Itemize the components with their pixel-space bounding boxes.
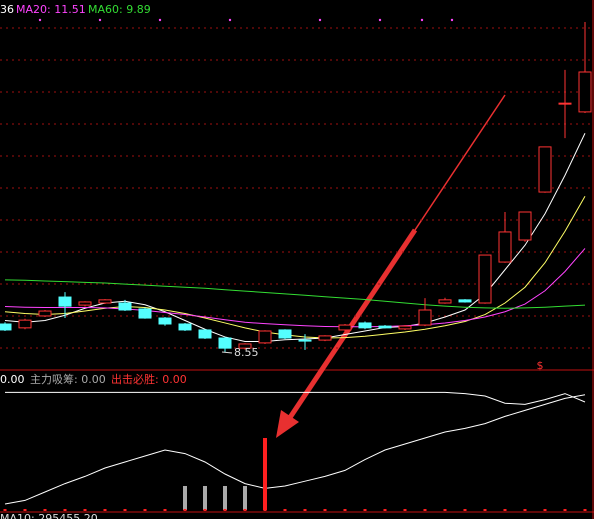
ma-line [4, 279, 586, 309]
signal-arrow [276, 94, 506, 438]
candle-body [438, 299, 452, 304]
low-pointer [221, 351, 233, 354]
baseline-dot [503, 509, 507, 511]
candle-body [258, 330, 272, 344]
candle-body [358, 322, 372, 329]
legend-entry: 36 [0, 3, 14, 16]
candle-body [0, 323, 12, 331]
marker-dot [228, 18, 232, 22]
legend-entry: MA60: 9.89 [88, 3, 151, 16]
candle-body [38, 310, 52, 317]
legend-entry: MA20: 11.51 [16, 3, 86, 16]
footer-text: MA10: 295455.20 [0, 512, 98, 519]
candle-body [78, 301, 92, 306]
baseline-dot [63, 509, 67, 511]
baseline-dot [3, 509, 7, 511]
indicator-bar [183, 486, 187, 510]
indicator-bar [263, 438, 267, 510]
ma-line [4, 196, 586, 339]
candle-body [218, 337, 232, 349]
candle-body [458, 299, 472, 303]
legend-entry: 出击必胜: 0.00 [111, 372, 187, 386]
candle-body [278, 329, 292, 339]
candle-body [118, 302, 132, 311]
baseline-dot [163, 509, 167, 511]
candle-body [178, 323, 192, 331]
candle-body [558, 102, 572, 105]
candle-body [498, 231, 512, 263]
baseline-dot [143, 509, 147, 511]
candle-body [578, 71, 592, 113]
baseline-dot [223, 509, 227, 511]
baseline-dot [483, 509, 487, 511]
marker-dot [318, 18, 322, 22]
marker-dot [98, 18, 102, 22]
candle-body [518, 211, 532, 241]
baseline-dot [83, 509, 87, 511]
baseline-dot [123, 509, 127, 511]
marker-dot [378, 18, 382, 22]
candle-body [98, 299, 112, 304]
baseline-dot [443, 509, 447, 511]
indicator-line [4, 394, 586, 505]
baseline-dot [203, 509, 207, 511]
ma-line [4, 248, 586, 328]
low-annotation: 8.55 [234, 346, 259, 359]
baseline-dot [463, 509, 467, 511]
candle-body [398, 325, 412, 330]
baseline-dot [423, 509, 427, 511]
indicator-bar [223, 486, 227, 510]
legend-entry: 0.00 [0, 373, 25, 386]
baseline-dot [43, 509, 47, 511]
baseline-dot [583, 509, 587, 511]
baseline-dot [323, 509, 327, 511]
baseline-dot [263, 509, 267, 511]
marker-dot [450, 18, 454, 22]
candle-body [478, 254, 492, 304]
candle-body [198, 329, 212, 339]
baseline-dot [283, 509, 287, 511]
baseline-dot [523, 509, 527, 511]
candle-body [338, 324, 352, 331]
baseline-dot [383, 509, 387, 511]
baseline-dot [343, 509, 347, 511]
candle-body [298, 339, 312, 342]
marker-dot [158, 18, 162, 22]
candle-body [418, 309, 432, 326]
candle-body [18, 319, 32, 329]
candle-body [158, 317, 172, 325]
indicator-bar [203, 486, 207, 510]
candle-body [318, 335, 332, 341]
candle-body [238, 343, 252, 349]
marker-dot [38, 18, 42, 22]
indicator-line [5, 391, 586, 405]
baseline-dot [563, 509, 567, 511]
baseline-dot [403, 509, 407, 511]
marker-dot [420, 18, 424, 22]
candle-body [538, 146, 552, 193]
baseline-dot [183, 509, 187, 511]
signal-icon: $ [537, 359, 544, 372]
candle-body [58, 296, 72, 307]
indicator-bar [243, 486, 247, 510]
candle-body [378, 325, 392, 329]
baseline-dot [243, 509, 247, 511]
baseline-dot [363, 509, 367, 511]
baseline-dot [23, 509, 27, 511]
baseline-dot [303, 509, 307, 511]
arrow-head [276, 410, 299, 438]
candle-body [138, 308, 152, 319]
legend-entry: 主力吸筹: 0.00 [30, 372, 106, 386]
baseline-dot [103, 509, 107, 511]
baseline-dot [543, 509, 547, 511]
